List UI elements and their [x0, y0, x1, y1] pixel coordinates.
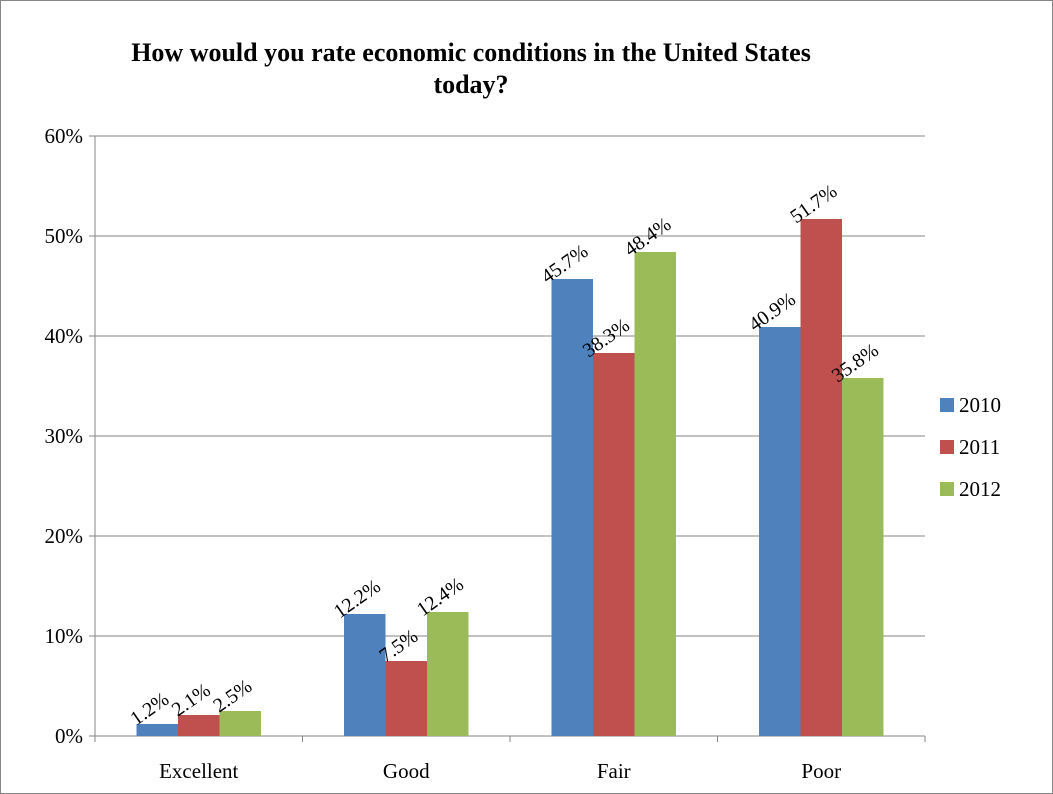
legend-swatch [940, 440, 954, 454]
legend-label: 2010 [959, 393, 1001, 417]
bar [634, 252, 676, 736]
legend-swatch [940, 482, 954, 496]
data-label: 1.2% [126, 688, 173, 730]
bar [219, 711, 261, 736]
bar [759, 327, 801, 736]
bar [427, 612, 469, 736]
y-tick-label: 0% [55, 724, 83, 748]
x-category-label: Poor [801, 759, 841, 783]
bar [385, 661, 427, 736]
chart-title: How would you rate economic conditions i… [131, 38, 811, 99]
y-tick-label: 40% [45, 324, 84, 348]
bar [344, 614, 386, 736]
y-tick-label: 20% [45, 524, 84, 548]
data-label: 2.1% [168, 679, 215, 721]
y-tick-label: 10% [45, 624, 84, 648]
bar [842, 378, 884, 736]
legend-label: 2012 [959, 477, 1001, 501]
legend-label: 2011 [959, 435, 1000, 459]
x-category-label: Excellent [159, 759, 238, 783]
bar [551, 279, 593, 736]
y-tick-label: 50% [45, 224, 84, 248]
y-tick-label: 60% [45, 124, 84, 148]
bar [800, 219, 842, 736]
y-tick-label: 30% [45, 424, 84, 448]
x-category-label: Good [383, 759, 430, 783]
bar [136, 724, 178, 736]
bar [593, 353, 635, 736]
legend-swatch [940, 398, 954, 412]
data-label: 2.5% [209, 675, 256, 717]
bar [178, 715, 220, 736]
x-category-label: Fair [597, 759, 631, 783]
